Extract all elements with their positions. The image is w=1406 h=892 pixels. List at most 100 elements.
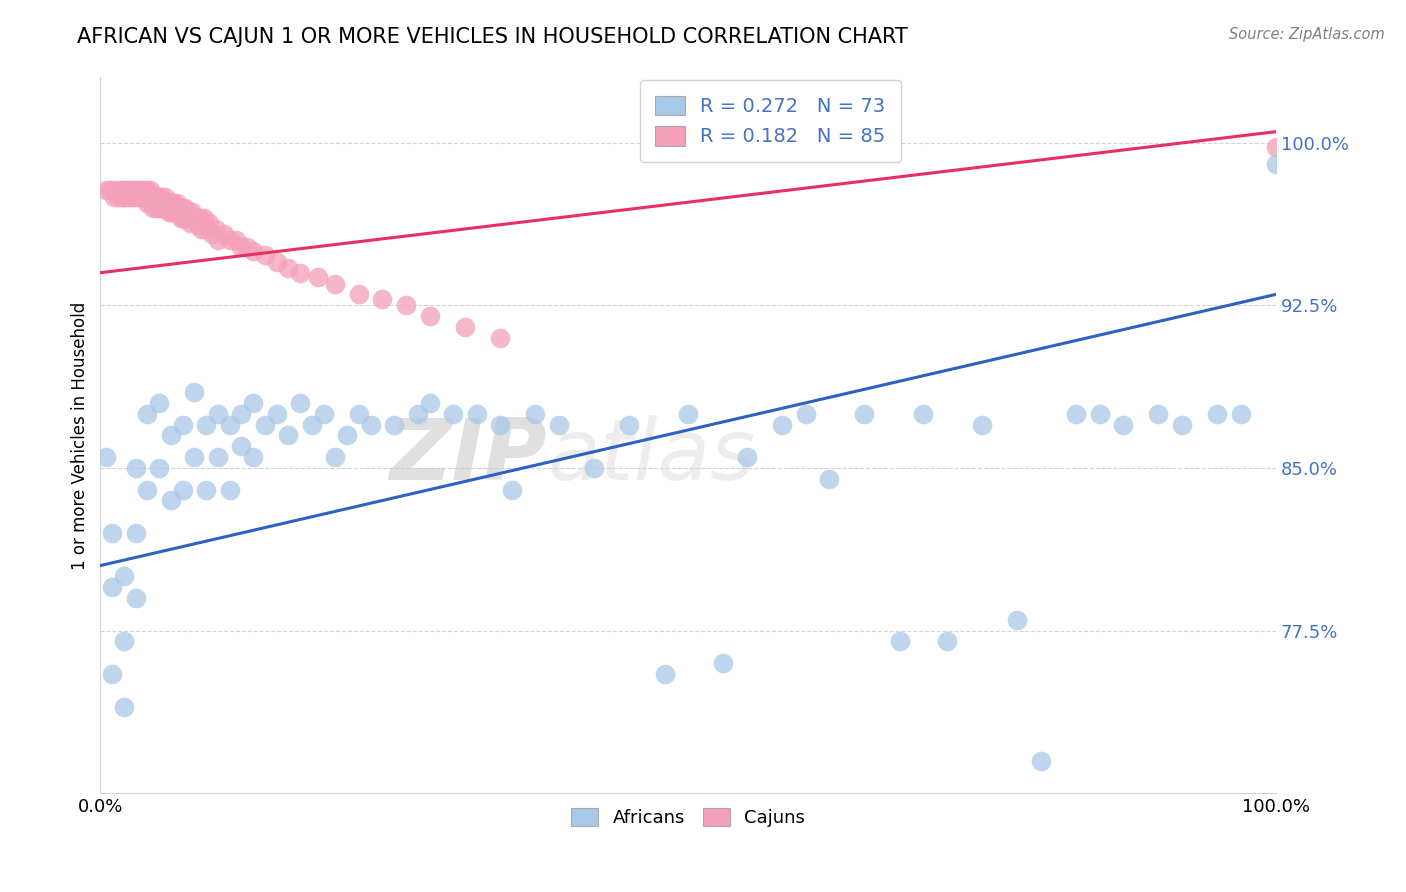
Point [167,205,190,219]
Point [157,205,180,219]
Point [124,526,146,541]
Legend: Africans, Cajuns: Africans, Cajuns [564,801,813,834]
Point [148,396,170,410]
Point [152,201,174,215]
Point [382,417,405,432]
Point [115,183,138,197]
Point [307,270,329,285]
Point [970,417,993,432]
Point [169,201,191,215]
Point [207,407,229,421]
Point [112,699,135,714]
Point [325,450,347,464]
Point [177,205,200,219]
Point [1265,140,1288,154]
Point [889,634,911,648]
Point [170,211,193,226]
Point [124,591,146,606]
Point [465,407,488,421]
Point [713,656,735,670]
Point [118,190,141,204]
Point [172,483,194,497]
Point [231,240,253,254]
Point [98,183,121,197]
Point [153,190,176,204]
Point [134,190,156,204]
Point [218,233,240,247]
Point [148,201,170,215]
Point [290,396,312,410]
Point [236,240,259,254]
Point [336,428,359,442]
Point [96,450,118,464]
Point [187,218,209,232]
Point [112,183,135,197]
Point [162,196,184,211]
Point [103,190,125,204]
Point [146,190,169,204]
Point [101,580,124,594]
Point [136,183,159,197]
Point [441,407,464,421]
Point [138,183,160,197]
Point [195,483,218,497]
Point [1088,407,1111,421]
Point [360,417,382,432]
Point [266,255,288,269]
Point [1064,407,1087,421]
Point [174,201,197,215]
Point [142,190,165,204]
Point [163,205,186,219]
Point [186,211,208,226]
Point [225,233,247,247]
Point [735,450,758,464]
Text: AFRICAN VS CAJUN 1 OR MORE VEHICLES IN HOUSEHOLD CORRELATION CHART: AFRICAN VS CAJUN 1 OR MORE VEHICLES IN H… [77,27,908,46]
Point [160,428,183,442]
Point [131,183,153,197]
Point [101,526,124,541]
Point [136,407,159,421]
Point [118,183,141,197]
Text: ZIP: ZIP [389,416,547,499]
Point [347,287,370,301]
Point [96,183,118,197]
Point [277,261,299,276]
Point [124,190,146,204]
Point [1112,417,1135,432]
Point [112,569,135,583]
Point [112,190,135,204]
Point [204,222,226,236]
Point [501,483,523,497]
Point [524,407,547,421]
Point [188,211,211,226]
Point [325,277,347,291]
Point [179,216,201,230]
Point [853,407,876,421]
Point [124,183,146,197]
Point [818,472,841,486]
Point [160,205,183,219]
Point [201,227,224,241]
Point [172,211,194,226]
Point [1265,157,1288,171]
Point [195,222,218,236]
Point [157,196,180,211]
Point [207,233,229,247]
Point [212,227,235,241]
Point [193,211,215,226]
Point [242,396,264,410]
Point [166,196,188,211]
Point [1206,407,1229,421]
Point [160,493,183,508]
Point [290,266,312,280]
Point [301,417,323,432]
Point [231,407,253,421]
Point [136,196,159,211]
Point [770,417,793,432]
Text: atlas: atlas [547,416,755,499]
Point [418,396,440,410]
Point [101,183,124,197]
Point [183,211,205,226]
Point [115,190,138,204]
Point [136,483,159,497]
